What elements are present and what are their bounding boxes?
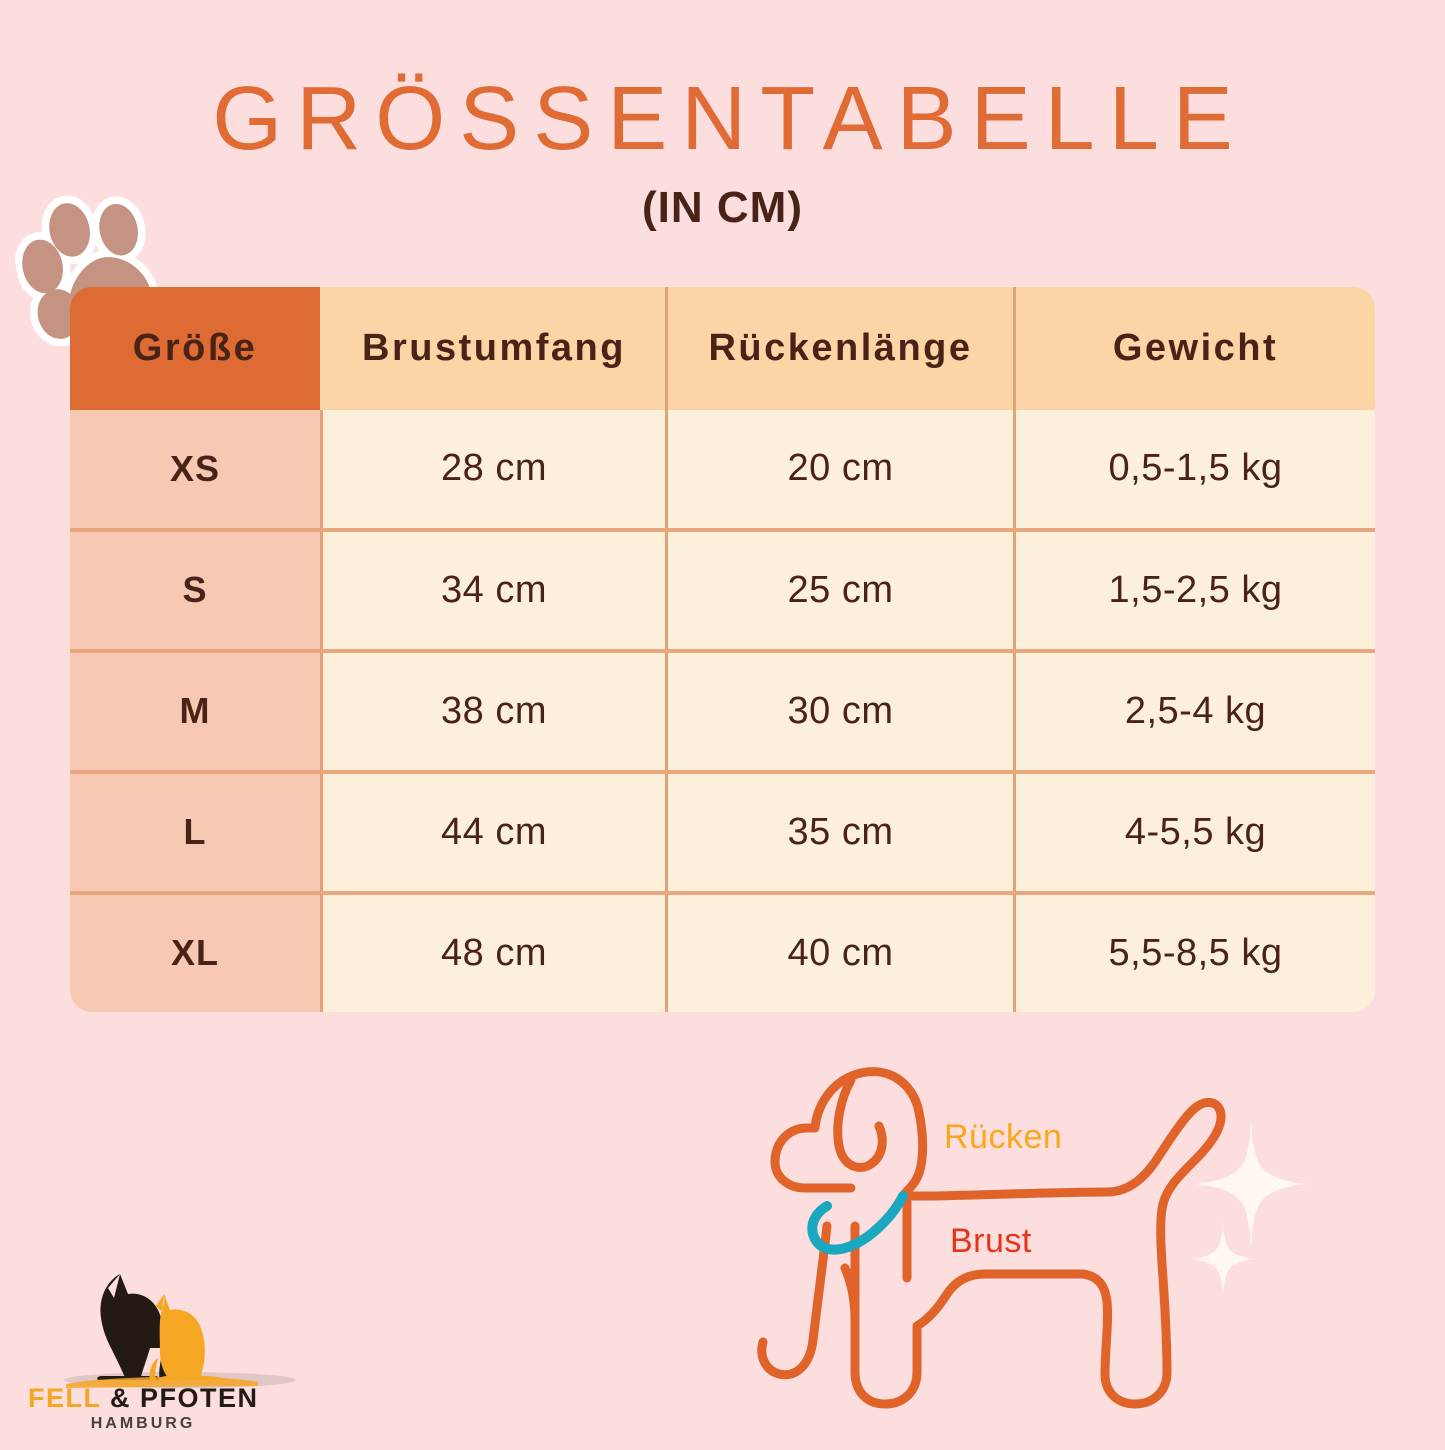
cell-back: 20 cm: [665, 410, 1013, 528]
size-value: S: [182, 569, 208, 611]
cell-chest: 38 cm: [320, 652, 665, 770]
cell-back: 25 cm: [665, 531, 1013, 649]
column-header-back: Rückenlänge: [665, 287, 1013, 411]
cell-chest: 48 cm: [320, 894, 665, 1012]
sparkle-icon: [1196, 1122, 1306, 1252]
brand-city: HAMBURG: [90, 1415, 196, 1432]
back-value: 30 cm: [787, 689, 894, 732]
cell-size: L: [70, 773, 320, 891]
table-row: XL 48 cm 40 cm 5,5-8,5 kg: [70, 890, 1375, 1012]
column-header-label: Rückenlänge: [708, 327, 973, 370]
brand-name-amp: &: [101, 1383, 141, 1413]
cell-chest: 34 cm: [320, 531, 665, 649]
size-value: L: [183, 811, 207, 853]
column-header-label: Größe: [132, 327, 258, 370]
column-header-weight: Gewicht: [1013, 287, 1375, 411]
cell-weight: 5,5-8,5 kg: [1013, 894, 1375, 1012]
size-value: XS: [169, 447, 221, 489]
back-value: 20 cm: [787, 447, 894, 490]
cell-size: M: [70, 652, 320, 770]
brand-name: FELL & PFOTEN: [28, 1383, 258, 1414]
sparkle-icon: [1192, 1222, 1254, 1301]
cell-back: 40 cm: [665, 894, 1013, 1012]
page-title: GRÖSSENTABELLE: [212, 69, 1247, 169]
table-header-row: Größe Brustumfang Rückenlänge Gewicht: [70, 287, 1375, 411]
back-value: 35 cm: [787, 810, 894, 853]
chest-value: 34 cm: [441, 568, 547, 611]
brand-name-second: PFOTEN: [140, 1383, 259, 1413]
table-row: L 44 cm 35 cm 4-5,5 kg: [70, 769, 1375, 891]
cell-back: 35 cm: [665, 773, 1013, 891]
back-value: 40 cm: [787, 931, 894, 974]
diagram-label-back: Rücken: [944, 1118, 1063, 1156]
chest-value: 48 cm: [441, 931, 547, 974]
column-header-size: Größe: [70, 287, 320, 411]
brand-logo: [58, 1258, 308, 1438]
cell-weight: 1,5-2,5 kg: [1013, 531, 1375, 649]
table-row: S 34 cm 25 cm 1,5-2,5 kg: [70, 527, 1375, 649]
cell-back: 30 cm: [665, 652, 1013, 770]
table-row: XS 28 cm 20 cm 0,5-1,5 kg: [70, 410, 1375, 528]
column-header-label: Brustumfang: [362, 327, 626, 370]
weight-value: 0,5-1,5 kg: [1108, 447, 1283, 490]
size-value: M: [179, 690, 211, 732]
column-header-chest: Brustumfang: [320, 287, 665, 411]
chest-value: 38 cm: [441, 689, 547, 732]
weight-value: 2,5-4 kg: [1124, 689, 1267, 732]
weight-value: 1,5-2,5 kg: [1108, 568, 1283, 611]
chest-value: 44 cm: [441, 810, 547, 853]
diagram-label-chest: Brust: [950, 1222, 1032, 1260]
cell-weight: 4-5,5 kg: [1013, 773, 1375, 891]
column-header-label: Gewicht: [1112, 327, 1279, 370]
table-row: M 38 cm 30 cm 2,5-4 kg: [70, 648, 1375, 770]
cell-size: XS: [70, 410, 320, 528]
cell-chest: 28 cm: [320, 410, 665, 528]
page-subtitle: (IN CM): [642, 183, 803, 232]
size-table: Größe Brustumfang Rückenlänge Gewicht XS…: [70, 287, 1375, 1012]
dog-measurement-diagram: [655, 1020, 1235, 1445]
cell-size: S: [70, 531, 320, 649]
brand-name-first: FELL: [28, 1383, 101, 1413]
cell-weight: 0,5-1,5 kg: [1013, 410, 1375, 528]
cell-weight: 2,5-4 kg: [1013, 652, 1375, 770]
cell-size: XL: [70, 894, 320, 1012]
weight-value: 4-5,5 kg: [1124, 810, 1267, 853]
size-value: XL: [170, 932, 219, 974]
chest-value: 28 cm: [441, 447, 547, 490]
cell-chest: 44 cm: [320, 773, 665, 891]
back-value: 25 cm: [787, 568, 894, 611]
weight-value: 5,5-8,5 kg: [1108, 931, 1283, 974]
